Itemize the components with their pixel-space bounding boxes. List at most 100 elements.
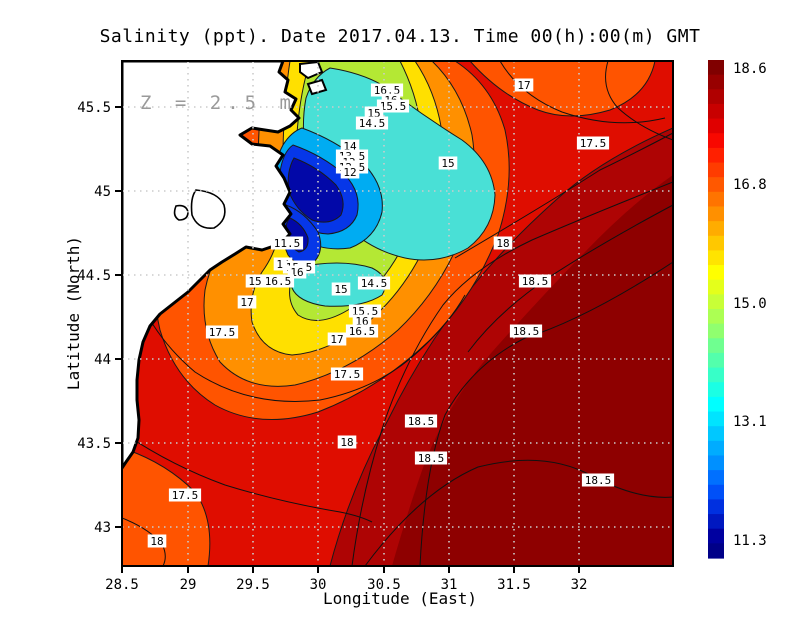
lagoon-lake	[190, 189, 226, 230]
colorbar-step	[708, 221, 724, 237]
colorbar-step	[708, 411, 724, 427]
plot-frame	[121, 60, 674, 567]
contour-label: 16.5	[349, 325, 376, 338]
colorbar-step	[708, 103, 724, 120]
contour-label-box	[327, 332, 347, 346]
contour-label: 16.5	[265, 275, 292, 288]
y-tick-label: 45	[94, 184, 111, 200]
contour-label: 18.5	[418, 452, 445, 465]
x-tick-label: 29.5	[236, 577, 270, 593]
fill-18p5-dark	[392, 175, 673, 566]
contour-label: 12	[343, 166, 356, 179]
colorbar-step	[708, 528, 724, 544]
contour-label-box	[357, 276, 391, 290]
contour-label: 14.5	[359, 117, 386, 130]
contour-label-box	[337, 435, 357, 449]
contour-17p5-plume	[127, 267, 466, 402]
contour-label-box	[576, 136, 610, 150]
delta-island-2	[306, 78, 328, 96]
colorbar-step	[708, 250, 724, 266]
colorbar-step	[708, 323, 724, 339]
colorbar-step	[708, 309, 724, 325]
colorbar-step	[708, 118, 724, 134]
contour-label: 14.5	[361, 277, 388, 290]
contour-label-box	[348, 304, 382, 318]
colorbar-step	[708, 265, 724, 281]
contour-label-box	[376, 99, 410, 113]
contour-label-box	[261, 274, 295, 288]
contour-label-box	[438, 156, 458, 170]
x-tick-label: 30.5	[367, 577, 401, 593]
contour-label-box	[518, 274, 552, 288]
contour-label: 18.5	[513, 325, 540, 338]
colorbar-step	[708, 455, 724, 471]
contour-label-box	[370, 83, 404, 97]
contour-label-box	[352, 314, 372, 328]
y-tick-label: 44	[94, 352, 111, 368]
contour-label-box	[331, 282, 351, 296]
colorbar-tick-label: 18.6	[733, 61, 767, 77]
contour-label: 15.5	[380, 100, 407, 113]
contour-label: 17	[240, 296, 253, 309]
y-axis-title: Latitude (North)	[64, 236, 83, 390]
fill-17-topright	[469, 61, 656, 117]
contour-label: 18.5	[522, 275, 549, 288]
y-tick-label: 43.5	[77, 436, 111, 452]
contour-label-box	[355, 116, 389, 130]
colorbar-tick-label: 15.0	[733, 296, 767, 312]
contour-labels: 1716.51615.51514.51517.51413.51312.51211…	[147, 78, 615, 548]
y-tick-label: 45.5	[77, 100, 111, 116]
colorbar-step	[708, 352, 724, 369]
contour-label-box	[340, 139, 360, 153]
colorbar-step	[708, 382, 724, 398]
x-axis: 28.5 29 29.5 30 30.5 31 31.5 32	[105, 566, 587, 593]
colorbar-labels: 18.6 16.8 15.0 13.1 11.3	[733, 61, 767, 549]
contour-label: 18	[496, 237, 509, 250]
contour-label-box	[514, 78, 534, 92]
contour-label-box	[581, 473, 615, 487]
contour-lines	[122, 61, 673, 566]
colorbar-step	[708, 514, 724, 530]
colorbar-step	[708, 484, 724, 501]
contour-label: 17.5	[334, 368, 361, 381]
contour-label-box	[168, 488, 202, 502]
contour-label-box	[414, 451, 448, 465]
contour-label-box	[345, 324, 379, 338]
x-tick-label: 31	[441, 577, 458, 593]
contour-label-box	[245, 274, 265, 288]
contour-label-box	[147, 534, 167, 548]
x-tick-label: 32	[571, 577, 588, 593]
colorbar-step	[708, 177, 724, 193]
contour-label: 15	[248, 275, 261, 288]
y-tick-label: 44.5	[77, 268, 111, 284]
gridlines	[122, 61, 673, 566]
contour-label-box	[509, 324, 543, 338]
colorbar-step	[708, 60, 724, 76]
colorbar-step	[708, 279, 724, 295]
plot-title: Salinity (ppt). Date 2017.04.13. Time 00…	[100, 26, 701, 47]
colorbar-step	[708, 367, 724, 383]
contour-18p5-c	[364, 459, 673, 566]
colorbar-step	[708, 191, 724, 208]
contour-label: 18.5	[408, 415, 435, 428]
colorbar-step	[708, 206, 724, 222]
colorbar-step	[708, 499, 724, 515]
depth-annotation: Z = 2.5 m	[140, 92, 297, 114]
contour-label: 17.5	[209, 326, 236, 339]
contour-label-box	[404, 414, 438, 428]
colorbar-step	[708, 294, 724, 310]
x-tick-label: 31.5	[497, 577, 531, 593]
colorbar-tick-label: 13.1	[733, 414, 767, 430]
x-axis-title: Longitude (East)	[323, 589, 477, 608]
contour-17-topright2	[605, 61, 673, 141]
contour-label: 18	[340, 436, 353, 449]
contour-label: 17.5	[172, 489, 199, 502]
colorbar-step	[708, 133, 724, 149]
colorbar	[708, 60, 724, 559]
contour-label: 17.5	[580, 137, 607, 150]
x-tick-label: 30	[310, 577, 327, 593]
colorbar-step	[708, 89, 724, 105]
x-tick-label: 29	[180, 577, 197, 593]
y-tick-label: 43	[94, 520, 111, 536]
